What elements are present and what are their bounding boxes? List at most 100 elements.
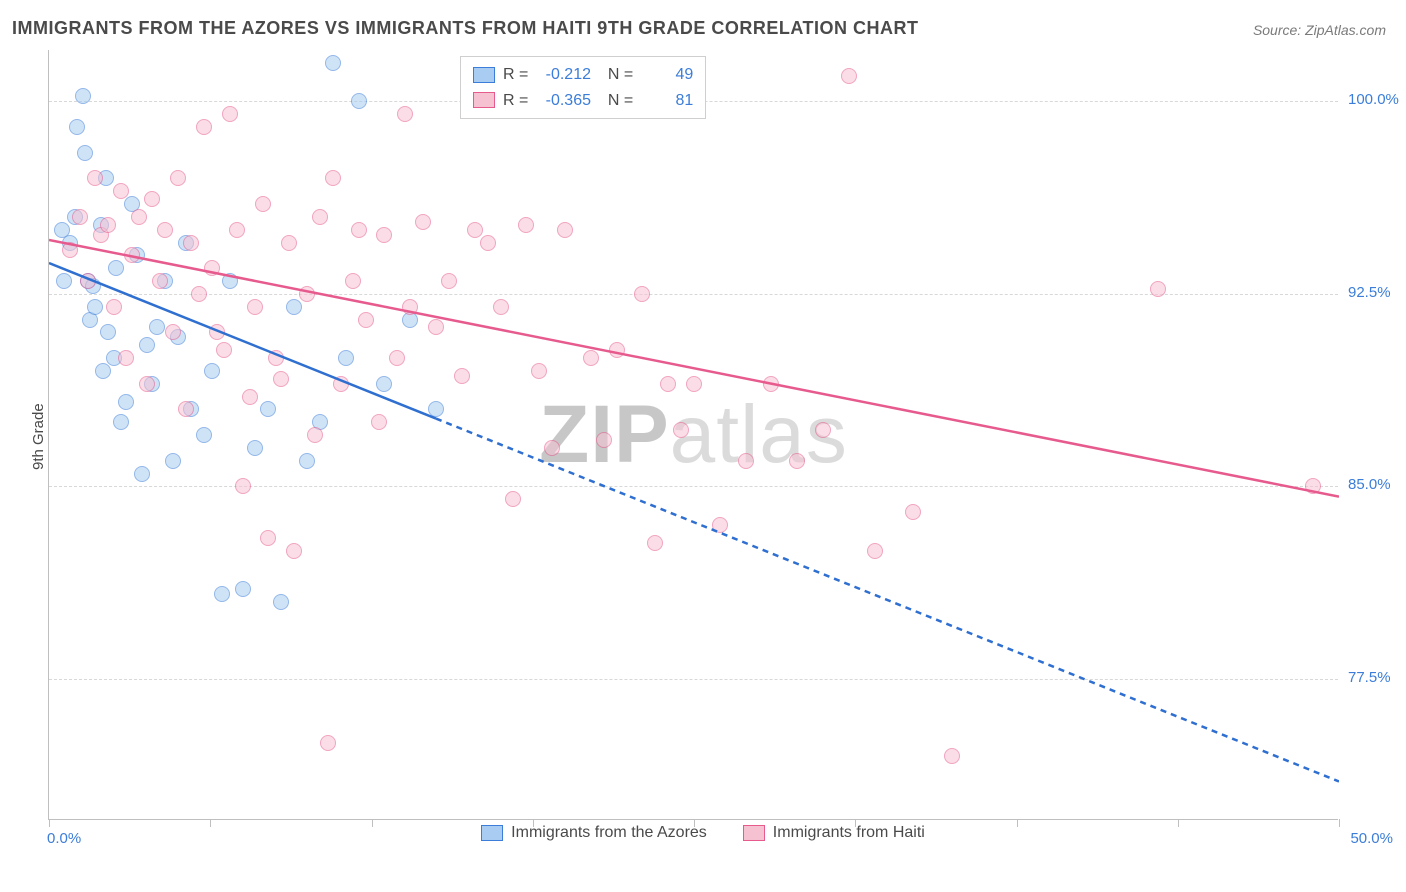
data-point bbox=[183, 235, 199, 251]
data-point bbox=[247, 440, 263, 456]
data-point bbox=[397, 106, 413, 122]
data-point bbox=[320, 735, 336, 751]
data-point bbox=[351, 222, 367, 238]
data-point bbox=[428, 401, 444, 417]
data-point bbox=[286, 543, 302, 559]
data-point bbox=[583, 350, 599, 366]
data-point bbox=[260, 401, 276, 417]
data-point bbox=[242, 389, 258, 405]
data-point bbox=[178, 401, 194, 417]
data-point bbox=[299, 453, 315, 469]
source-label: Source: ZipAtlas.com bbox=[1253, 22, 1386, 38]
data-point bbox=[108, 260, 124, 276]
data-point bbox=[333, 376, 349, 392]
data-point bbox=[139, 376, 155, 392]
legend-swatch bbox=[481, 825, 503, 841]
data-point bbox=[157, 222, 173, 238]
data-point bbox=[100, 217, 116, 233]
data-point bbox=[216, 342, 232, 358]
data-point bbox=[944, 748, 960, 764]
data-point bbox=[56, 273, 72, 289]
y-tick-label: 100.0% bbox=[1348, 91, 1406, 108]
data-point bbox=[165, 453, 181, 469]
data-point bbox=[905, 504, 921, 520]
data-point bbox=[428, 319, 444, 335]
data-point bbox=[376, 227, 392, 243]
gridline bbox=[49, 679, 1338, 680]
data-point bbox=[87, 170, 103, 186]
data-point bbox=[402, 299, 418, 315]
legend-swatch bbox=[743, 825, 765, 841]
data-point bbox=[149, 319, 165, 335]
data-point bbox=[75, 88, 91, 104]
data-point bbox=[338, 350, 354, 366]
data-point bbox=[100, 324, 116, 340]
data-point bbox=[467, 222, 483, 238]
data-point bbox=[312, 209, 328, 225]
data-point bbox=[72, 209, 88, 225]
legend-swatch bbox=[473, 92, 495, 108]
data-point bbox=[255, 196, 271, 212]
data-point bbox=[118, 350, 134, 366]
legend-stat-row: R =-0.212 N =49 bbox=[473, 62, 693, 88]
data-point bbox=[204, 363, 220, 379]
data-point bbox=[371, 414, 387, 430]
data-point bbox=[299, 286, 315, 302]
legend-series: Immigrants from the Azores Immigrants fro… bbox=[0, 824, 1406, 846]
data-point bbox=[124, 247, 140, 263]
y-tick-label: 92.5% bbox=[1348, 284, 1406, 301]
data-point bbox=[152, 273, 168, 289]
data-point bbox=[113, 183, 129, 199]
data-point bbox=[441, 273, 457, 289]
data-point bbox=[634, 286, 650, 302]
data-point bbox=[815, 422, 831, 438]
data-point bbox=[493, 299, 509, 315]
legend-swatch bbox=[473, 67, 495, 83]
data-point bbox=[170, 170, 186, 186]
legend-item: Immigrants from the Azores bbox=[481, 824, 707, 842]
legend-stats: R =-0.212 N =49R =-0.365 N =81 bbox=[460, 56, 706, 119]
data-point bbox=[789, 453, 805, 469]
data-point bbox=[196, 119, 212, 135]
data-point bbox=[738, 453, 754, 469]
data-point bbox=[273, 594, 289, 610]
plot-area: ZIPatlas 77.5%85.0%92.5%100.0%0.0%50.0% bbox=[48, 50, 1338, 820]
data-point bbox=[196, 427, 212, 443]
data-point bbox=[95, 363, 111, 379]
data-point bbox=[660, 376, 676, 392]
y-tick-label: 85.0% bbox=[1348, 476, 1406, 493]
data-point bbox=[139, 337, 155, 353]
data-point bbox=[69, 119, 85, 135]
data-point bbox=[376, 376, 392, 392]
data-point bbox=[325, 55, 341, 71]
data-point bbox=[106, 299, 122, 315]
y-axis-title: 9th Grade bbox=[30, 403, 47, 470]
data-point bbox=[222, 273, 238, 289]
data-point bbox=[214, 586, 230, 602]
data-point bbox=[307, 427, 323, 443]
data-point bbox=[235, 478, 251, 494]
data-point bbox=[454, 368, 470, 384]
data-point bbox=[209, 324, 225, 340]
data-point bbox=[87, 299, 103, 315]
legend-label: Immigrants from the Azores bbox=[511, 824, 707, 842]
data-point bbox=[518, 217, 534, 233]
data-point bbox=[131, 209, 147, 225]
legend-item: Immigrants from Haiti bbox=[743, 824, 925, 842]
data-point bbox=[286, 299, 302, 315]
data-point bbox=[204, 260, 220, 276]
data-point bbox=[229, 222, 245, 238]
data-point bbox=[345, 273, 361, 289]
data-point bbox=[118, 394, 134, 410]
data-point bbox=[531, 363, 547, 379]
data-point bbox=[260, 530, 276, 546]
data-point bbox=[325, 170, 341, 186]
data-point bbox=[191, 286, 207, 302]
chart-title: IMMIGRANTS FROM THE AZORES VS IMMIGRANTS… bbox=[12, 18, 918, 39]
watermark: ZIPatlas bbox=[539, 388, 848, 482]
data-point bbox=[712, 517, 728, 533]
data-point bbox=[165, 324, 181, 340]
data-point bbox=[281, 235, 297, 251]
data-point bbox=[480, 235, 496, 251]
trend-lines bbox=[49, 50, 1339, 820]
